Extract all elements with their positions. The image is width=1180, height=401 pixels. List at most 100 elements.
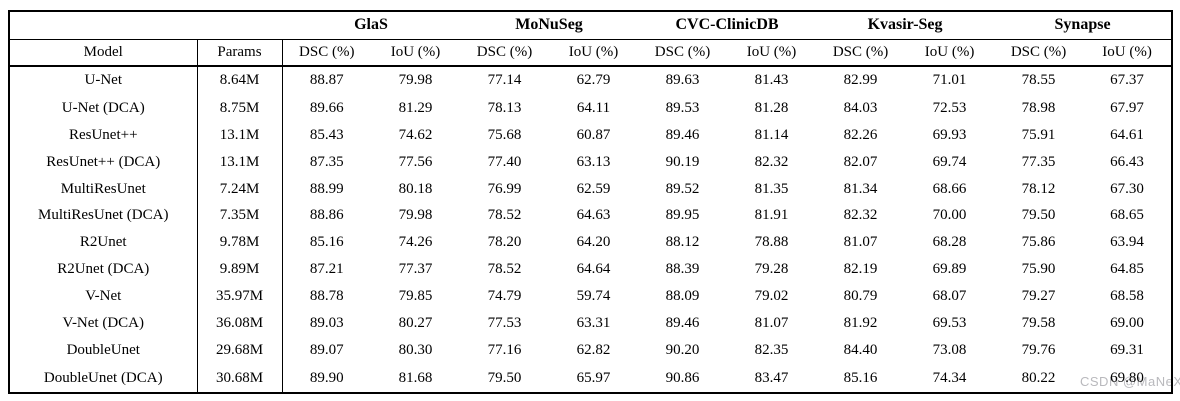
table-row: R2Unet (DCA) 9.89M 87.21 77.37 78.52 64.64 88.… xyxy=(9,256,1172,284)
metric-value-cell: 89.52 xyxy=(665,180,700,197)
params-cell: 30.68M xyxy=(197,364,283,393)
model-name-cell: MultiResUnet (DCA) xyxy=(9,202,198,230)
metric-value-cell: 85.16 xyxy=(843,369,878,386)
metric-value-cell: 88.12 xyxy=(665,234,700,251)
metric-value-cell: 74.26 xyxy=(398,234,433,251)
metric-value-cell: 67.97 xyxy=(1110,99,1144,116)
table-row: U-Net (DCA) 8.75M 89.66 81.29 78.13 64.11 89.5… xyxy=(9,94,1172,122)
metric-value-cell: 68.28 xyxy=(932,234,967,251)
params-cell: 29.68M xyxy=(197,337,283,365)
metric-value-cell: 82.07 xyxy=(843,153,878,170)
metric-value-cell: 67.37 xyxy=(1110,72,1144,89)
metric-value-cell: 64.63 xyxy=(576,207,611,224)
metric-column-header: IoU (%) xyxy=(905,39,995,67)
metric-value-cell: 89.63 xyxy=(665,72,700,89)
metric-value-cell: 84.03 xyxy=(843,99,878,116)
table-row: ResUnet++ (DCA) 13.1M 87.35 77.56 77.40 63.13… xyxy=(9,148,1172,176)
metric-value-cell: 77.40 xyxy=(487,153,522,170)
metric-value-cell: 89.90 xyxy=(309,369,344,386)
metric-column-header: DSC (%) xyxy=(816,39,906,67)
metric-value-cell: 84.40 xyxy=(843,342,878,359)
metric-value-cell: 81.35 xyxy=(754,180,789,197)
dataset-header-synapse: Synapse xyxy=(994,11,1173,40)
metric-value-cell: 64.20 xyxy=(576,234,611,251)
metric-value-cell: 88.09 xyxy=(665,288,700,305)
table-row: ResUnet++ 13.1M 85.43 74.62 75.68 60.87 89.46 8… xyxy=(9,121,1172,149)
metric-value-cell: 88.39 xyxy=(665,261,700,278)
metric-column-header: DSC (%) xyxy=(638,39,728,67)
metric-value-cell: 59.74 xyxy=(576,288,611,305)
metric-column-header: DSC (%) xyxy=(994,39,1084,67)
params-column-header: Params xyxy=(197,39,283,67)
metric-value-cell: 74.62 xyxy=(398,126,433,143)
metric-value-cell: 76.99 xyxy=(487,180,522,197)
metric-value-cell: 77.56 xyxy=(398,153,433,170)
metric-value-cell: 78.98 xyxy=(1021,99,1056,116)
metric-value-cell: 70.00 xyxy=(932,207,967,224)
metric-value-cell: 62.59 xyxy=(576,180,611,197)
metric-value-cell: 81.43 xyxy=(754,72,789,89)
metric-value-cell: 79.76 xyxy=(1021,342,1056,359)
model-name-cell: DoubleUnet (DCA) xyxy=(9,364,198,393)
metric-value-cell: 71.01 xyxy=(932,72,967,89)
metric-value-cell: 79.98 xyxy=(398,72,433,89)
metric-value-cell: 81.92 xyxy=(843,315,878,332)
metric-value-cell: 68.65 xyxy=(1110,207,1144,224)
metric-value-cell: 65.97 xyxy=(576,369,611,386)
model-name-cell: R2Unet xyxy=(9,229,198,257)
metric-value-cell: 64.61 xyxy=(1110,126,1144,143)
metric-value-cell: 77.37 xyxy=(398,261,433,278)
metric-value-cell: 64.64 xyxy=(576,261,611,278)
model-column-header: Model xyxy=(9,39,198,67)
metric-value-cell: 77.14 xyxy=(487,72,522,89)
metric-value-cell: 89.95 xyxy=(665,207,700,224)
dataset-header-monuseg: MoNuSeg xyxy=(460,11,639,40)
metric-value-cell: 81.68 xyxy=(398,369,433,386)
metric-value-cell: 88.78 xyxy=(309,288,344,305)
metric-value-cell: 77.35 xyxy=(1021,153,1056,170)
table-row: DoubleUnet (DCA) 30.68M 89.90 81.68 79.50 65.… xyxy=(9,364,1172,393)
params-cell: 36.08M xyxy=(197,310,283,338)
metric-value-cell: 75.90 xyxy=(1021,261,1056,278)
params-cell: 9.89M xyxy=(197,256,283,284)
metric-value-cell: 81.07 xyxy=(754,315,789,332)
table-header: GlaS MoNuSeg CVC-ClinicDB Kvasir-Seg Synapse… xyxy=(9,11,1173,67)
metric-value-cell: 64.11 xyxy=(576,99,611,116)
metric-value-cell: 87.21 xyxy=(309,261,344,278)
params-cell: 8.75M xyxy=(197,94,283,122)
metric-value-cell: 74.79 xyxy=(487,288,522,305)
metric-value-cell: 69.53 xyxy=(932,315,967,332)
metric-value-cell: 80.18 xyxy=(398,180,433,197)
metric-value-cell: 69.00 xyxy=(1110,315,1144,332)
metric-value-cell: 81.34 xyxy=(843,180,878,197)
params-cell: 13.1M xyxy=(197,121,283,149)
metric-column-header: DSC (%) xyxy=(460,39,550,67)
metric-value-cell: 82.32 xyxy=(754,153,789,170)
model-name-cell: V-Net (DCA) xyxy=(9,310,198,338)
metric-value-cell: 82.32 xyxy=(843,207,878,224)
model-name-cell: ResUnet++ xyxy=(9,121,198,149)
metric-value-cell: 79.50 xyxy=(487,369,522,386)
metric-value-cell: 63.94 xyxy=(1110,234,1144,251)
metric-value-cell: 69.74 xyxy=(932,153,967,170)
metric-value-cell: 68.66 xyxy=(932,180,967,197)
metric-value-cell: 67.30 xyxy=(1110,180,1144,197)
metric-value-cell: 78.13 xyxy=(487,99,522,116)
metric-column-header: IoU (%) xyxy=(727,39,817,67)
metric-value-cell: 60.87 xyxy=(576,126,611,143)
metric-value-cell: 87.35 xyxy=(309,153,344,170)
metric-value-cell: 69.31 xyxy=(1110,342,1144,359)
model-name-cell: U-Net xyxy=(9,66,198,95)
dataset-group-row: GlaS MoNuSeg CVC-ClinicDB Kvasir-Seg Synapse xyxy=(9,11,1173,40)
metric-value-cell: 89.03 xyxy=(309,315,344,332)
metric-value-cell: 83.47 xyxy=(754,369,789,386)
metric-value-cell: 68.58 xyxy=(1110,288,1144,305)
csdn-watermark: CSDN @MaNeXy xyxy=(1080,374,1180,389)
metric-value-cell: 81.14 xyxy=(754,126,789,143)
metric-value-cell: 89.46 xyxy=(665,315,700,332)
metric-value-cell: 75.91 xyxy=(1021,126,1056,143)
params-cell: 7.24M xyxy=(197,175,283,203)
metric-value-cell: 88.87 xyxy=(309,72,344,89)
metric-value-cell: 78.55 xyxy=(1021,72,1056,89)
params-cell: 7.35M xyxy=(197,202,283,230)
